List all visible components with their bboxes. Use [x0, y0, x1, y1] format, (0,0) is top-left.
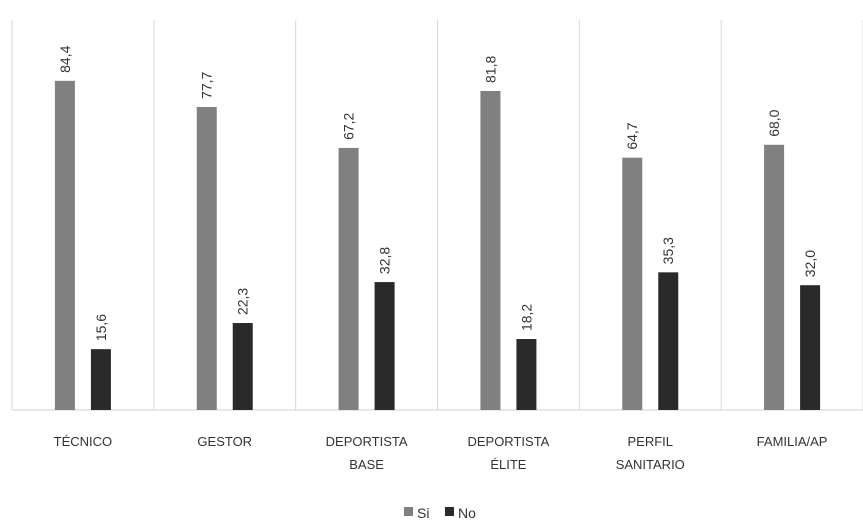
legend-label: Si: [417, 505, 429, 521]
x-tick-label: FAMILIA/AP: [757, 434, 828, 449]
legend-label: No: [458, 505, 476, 521]
data-label: 64,7: [624, 122, 640, 149]
bar-no: [90, 349, 111, 410]
bar-si: [54, 80, 75, 410]
x-tick-label: BASE: [349, 457, 384, 472]
bars: [54, 80, 821, 411]
x-tick-label: ÉLITE: [490, 457, 526, 472]
data-label: 18,2: [518, 304, 534, 331]
data-label: 81,8: [482, 56, 498, 83]
data-label: 84,4: [57, 45, 73, 72]
data-label: 15,6: [93, 314, 109, 341]
bar-no: [658, 272, 679, 410]
legend-swatch: [404, 507, 413, 516]
category-separators: [11, 20, 863, 410]
bar-no: [374, 282, 395, 410]
data-label: 77,7: [199, 72, 215, 99]
data-label: 67,2: [341, 112, 357, 139]
bar-si: [480, 90, 501, 410]
data-label: 68,0: [766, 109, 782, 136]
data-label: 22,3: [235, 288, 251, 315]
x-tick-label: DEPORTISTA: [467, 434, 549, 449]
data-label: 32,8: [377, 247, 393, 274]
x-tick-labels: TÉCNICO GESTOR DEPORTISTA BASE DEPORTISTA ÉLI…: [54, 434, 828, 472]
x-tick-label: PERFIL: [627, 434, 673, 449]
bar-no: [800, 285, 821, 410]
x-tick-label: SANITARIO: [616, 457, 685, 472]
bar-no: [232, 323, 253, 410]
bar-si: [338, 147, 359, 411]
x-tick-label: DEPORTISTA: [326, 434, 408, 449]
bar-si: [196, 106, 217, 410]
data-label: 32,0: [802, 250, 818, 277]
x-tick-label: TÉCNICO: [54, 434, 113, 449]
bar-no: [516, 339, 537, 410]
bar-si: [622, 157, 643, 410]
bar-si: [764, 144, 785, 411]
data-label: 35,3: [660, 237, 676, 264]
x-tick-label: GESTOR: [197, 434, 252, 449]
legend: Si No: [404, 505, 476, 521]
legend-swatch: [445, 507, 454, 516]
data-labels: 84,4 15,6 77,7 22,3 67,2 32,8 81,8 18,2 64,7 35,3…: [57, 45, 818, 341]
